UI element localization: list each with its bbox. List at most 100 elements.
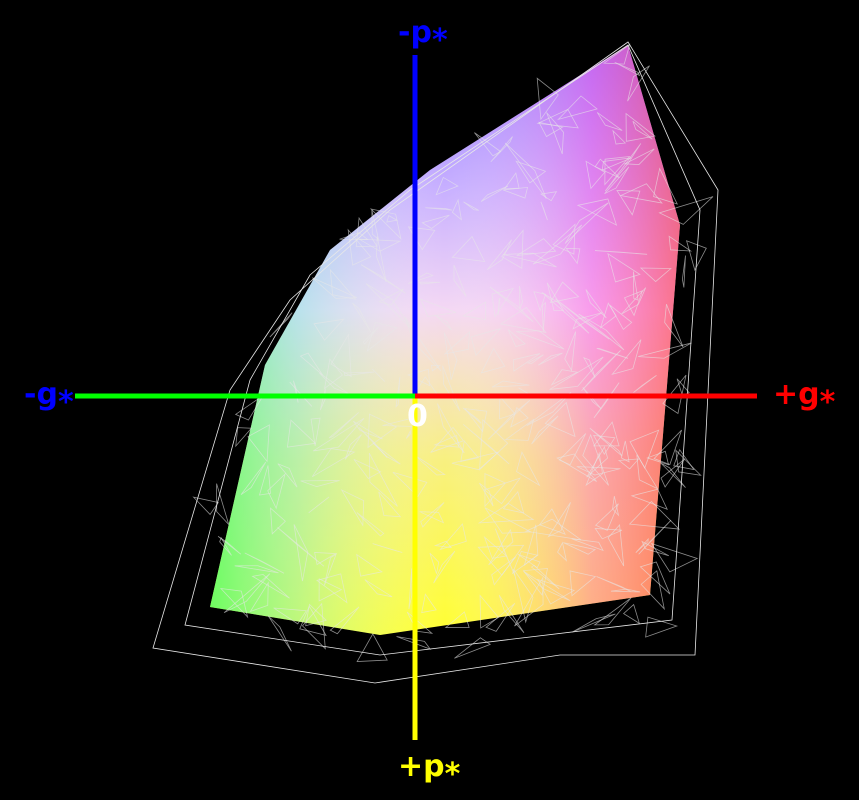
wire-triangle	[378, 491, 402, 518]
wire-triangle	[544, 401, 576, 438]
wire-triangle	[622, 603, 641, 625]
wire-triangle	[546, 282, 565, 312]
wire-triangle	[433, 550, 456, 584]
wire-triangle	[593, 421, 620, 447]
wire-triangle	[365, 283, 412, 329]
wire-triangle	[596, 348, 629, 359]
wire-triangle	[369, 208, 402, 240]
wire-triangle	[627, 65, 650, 102]
wire-triangle	[621, 287, 647, 315]
wire-triangle	[519, 285, 523, 309]
wire-triangle	[340, 489, 365, 527]
wire-triangle	[474, 132, 502, 157]
wire-triangle	[572, 312, 603, 330]
wire-triangle	[258, 465, 271, 496]
wire-triangle	[617, 458, 640, 470]
wire-triangle	[682, 255, 686, 288]
wire-triangle	[569, 570, 597, 597]
wire-triangle	[607, 524, 625, 567]
wire-triangle	[557, 541, 568, 562]
wire-triangle	[504, 418, 535, 441]
wire-triangle	[658, 196, 714, 225]
wire-triangle	[299, 605, 327, 636]
wire-triangle	[594, 503, 619, 531]
wire-triangle	[277, 463, 298, 488]
wire-triangle	[479, 482, 494, 507]
wire-triangle	[251, 574, 290, 599]
wire-triangle	[392, 471, 428, 498]
wire-triangle	[601, 157, 632, 171]
wire-triangle	[612, 496, 620, 517]
wire-triangle	[596, 576, 631, 592]
wire-triangle	[406, 611, 434, 634]
wire-triangle	[578, 313, 625, 351]
wire-triangle	[609, 304, 633, 331]
wire-triangle	[408, 568, 413, 610]
wire-triangle	[607, 252, 641, 283]
wire-triangle	[477, 502, 535, 524]
wire-triangle	[557, 95, 598, 121]
wire-triangle	[344, 434, 362, 460]
wire-triangle	[673, 448, 695, 471]
wire-triangle	[311, 448, 356, 478]
wire-triangle	[638, 519, 672, 555]
wire-triangle	[483, 477, 522, 505]
wire-triangle	[378, 288, 404, 306]
wire-triangle	[414, 455, 446, 476]
wire-triangle	[430, 426, 465, 453]
wire-triangle	[538, 508, 566, 535]
wire-triangle	[453, 264, 467, 297]
wire-triangle	[437, 403, 465, 454]
wire-triangle	[531, 415, 559, 445]
wire-triangle	[470, 327, 502, 357]
wire-triangle	[610, 588, 641, 593]
wire-triangle	[408, 272, 434, 284]
wire-triangle	[234, 394, 264, 421]
wire-triangle	[305, 603, 327, 627]
wire-triangle	[498, 594, 525, 634]
wire-triangle	[685, 240, 707, 272]
axis-label: +g*	[773, 377, 836, 420]
wire-triangle	[660, 458, 686, 488]
wire-triangle	[516, 451, 541, 487]
wire-triangle	[645, 616, 679, 638]
wire-triangle	[217, 535, 242, 555]
wire-triangle	[487, 400, 531, 440]
wire-triangle	[192, 496, 219, 516]
wire-triangle	[546, 112, 564, 155]
wire-triangle	[510, 406, 529, 428]
axis-label: -p*	[398, 15, 448, 58]
wire-triangle	[494, 528, 516, 576]
wire-triangle	[480, 347, 506, 374]
wire-triangle	[632, 271, 639, 301]
wire-triangle	[314, 552, 338, 566]
wire-triangle	[504, 142, 547, 199]
wire-triangle	[640, 570, 665, 611]
wire-triangle	[234, 565, 279, 574]
wire-triangle	[420, 298, 457, 317]
wire-triangle	[443, 330, 470, 355]
wire-triangle	[371, 209, 380, 241]
wire-triangle	[611, 339, 642, 376]
wire-triangle	[435, 314, 452, 331]
wire-triangle	[488, 528, 514, 566]
wire-triangle	[358, 238, 402, 252]
wire-triangle	[646, 450, 670, 466]
wire-triangle	[462, 407, 482, 424]
wire-triangle	[421, 214, 450, 229]
wire-triangle	[368, 452, 398, 507]
wire-triangle	[352, 302, 372, 333]
wire-triangle	[604, 143, 642, 192]
wire-triangle	[596, 112, 623, 131]
wire-triangle	[499, 306, 547, 334]
wire-triangle	[454, 637, 492, 659]
wire-triangle	[484, 507, 533, 534]
wire-triangle	[223, 573, 271, 614]
wire-triangle	[308, 496, 330, 514]
wire-triangle	[249, 581, 269, 613]
wire-triangle	[269, 312, 293, 338]
wire-triangle	[435, 176, 459, 196]
wire-triangle	[407, 368, 431, 387]
